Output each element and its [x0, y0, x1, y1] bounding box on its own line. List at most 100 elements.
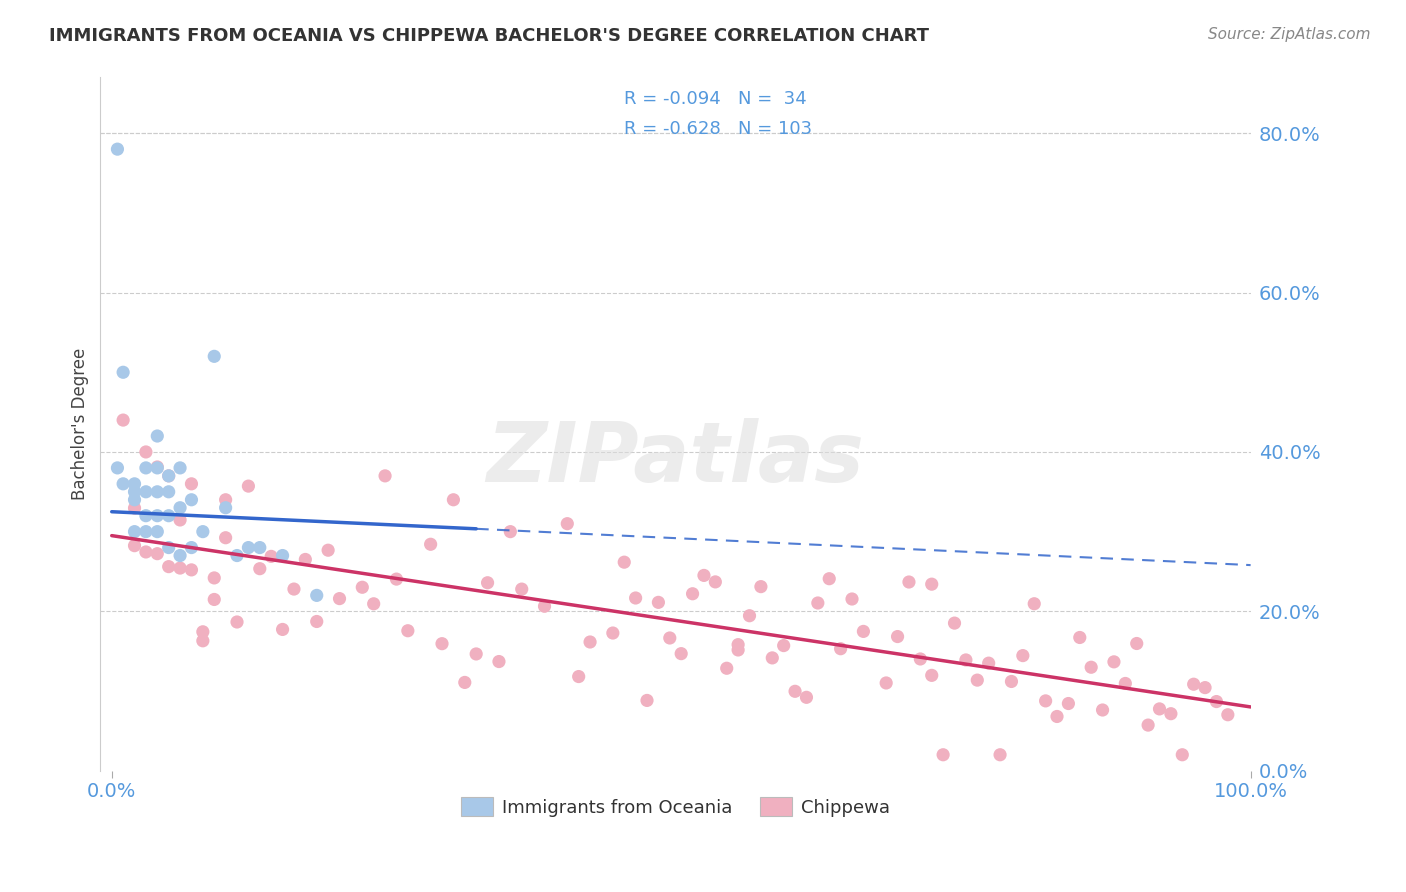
Point — [146, 484, 169, 499]
Point — [988, 747, 1011, 762]
Point — [727, 638, 749, 652]
Point — [169, 549, 191, 563]
Point — [441, 492, 464, 507]
Point — [112, 365, 135, 379]
Point — [135, 508, 157, 523]
Point — [385, 572, 408, 586]
Point — [214, 500, 236, 515]
Point — [135, 461, 157, 475]
Point — [202, 349, 225, 363]
Point — [305, 615, 328, 629]
Point — [169, 500, 191, 515]
Text: Source: ZipAtlas.com: Source: ZipAtlas.com — [1208, 27, 1371, 42]
Point — [146, 461, 169, 475]
Point — [1024, 597, 1046, 611]
Point — [932, 747, 955, 762]
Point — [682, 587, 704, 601]
Point — [124, 492, 146, 507]
Point — [738, 608, 761, 623]
Point — [180, 541, 202, 555]
Point — [283, 582, 305, 596]
Point — [214, 531, 236, 545]
Point — [374, 468, 396, 483]
Point — [249, 541, 271, 555]
Point — [727, 643, 749, 657]
Point — [955, 653, 977, 667]
Point — [1137, 718, 1160, 732]
Point — [146, 508, 169, 523]
Point — [124, 484, 146, 499]
Point — [112, 413, 135, 427]
Text: IMMIGRANTS FROM OCEANIA VS CHIPPEWA BACHELOR'S DEGREE CORRELATION CHART: IMMIGRANTS FROM OCEANIA VS CHIPPEWA BACH… — [49, 27, 929, 45]
Point — [772, 639, 794, 653]
Point — [943, 616, 966, 631]
Point — [1182, 677, 1205, 691]
Point — [1149, 702, 1171, 716]
Point — [238, 479, 260, 493]
Point — [135, 445, 157, 459]
Point — [454, 675, 477, 690]
Point — [1160, 706, 1182, 721]
Text: R = -0.628   N = 103: R = -0.628 N = 103 — [624, 120, 811, 138]
Point — [1114, 676, 1136, 690]
Point — [157, 484, 180, 499]
Point — [169, 461, 191, 475]
Point — [1046, 709, 1069, 723]
Point — [669, 647, 692, 661]
Point — [180, 492, 202, 507]
Point — [1091, 703, 1114, 717]
Point — [897, 574, 920, 589]
Point — [716, 661, 738, 675]
Point — [430, 637, 453, 651]
Point — [921, 577, 943, 591]
Point — [1057, 697, 1080, 711]
Point — [146, 429, 169, 443]
Point — [647, 595, 669, 609]
Point — [135, 484, 157, 499]
Point — [841, 592, 863, 607]
Point — [271, 623, 294, 637]
Point — [419, 537, 441, 551]
Point — [169, 561, 191, 575]
Point — [352, 580, 374, 594]
Point — [124, 501, 146, 516]
Point — [157, 559, 180, 574]
Point — [783, 684, 806, 698]
Point — [886, 630, 908, 644]
Point — [910, 652, 932, 666]
Point — [396, 624, 419, 638]
Point — [499, 524, 522, 539]
Point — [977, 656, 1000, 670]
Point — [124, 539, 146, 553]
Point — [875, 676, 897, 690]
Legend: Immigrants from Oceania, Chippewa: Immigrants from Oceania, Chippewa — [454, 790, 897, 824]
Point — [316, 543, 339, 558]
Point — [135, 545, 157, 559]
Point — [636, 693, 658, 707]
Point — [488, 655, 510, 669]
Point — [510, 582, 533, 596]
Point — [533, 599, 555, 614]
Point — [704, 574, 727, 589]
Point — [135, 524, 157, 539]
Point — [1035, 694, 1057, 708]
Point — [579, 635, 602, 649]
Point — [146, 524, 169, 539]
Point — [613, 555, 636, 569]
Point — [465, 647, 488, 661]
Point — [191, 524, 214, 539]
Point — [1216, 707, 1239, 722]
Point — [1011, 648, 1033, 663]
Point — [1171, 747, 1194, 762]
Point — [852, 624, 875, 639]
Point — [191, 633, 214, 648]
Point — [1069, 631, 1091, 645]
Point — [214, 492, 236, 507]
Point — [1205, 695, 1227, 709]
Point — [107, 461, 129, 475]
Point — [238, 541, 260, 555]
Text: ZIPatlas: ZIPatlas — [486, 418, 865, 500]
Point — [112, 476, 135, 491]
Point — [830, 641, 852, 656]
Y-axis label: Bachelor's Degree: Bachelor's Degree — [72, 348, 89, 500]
